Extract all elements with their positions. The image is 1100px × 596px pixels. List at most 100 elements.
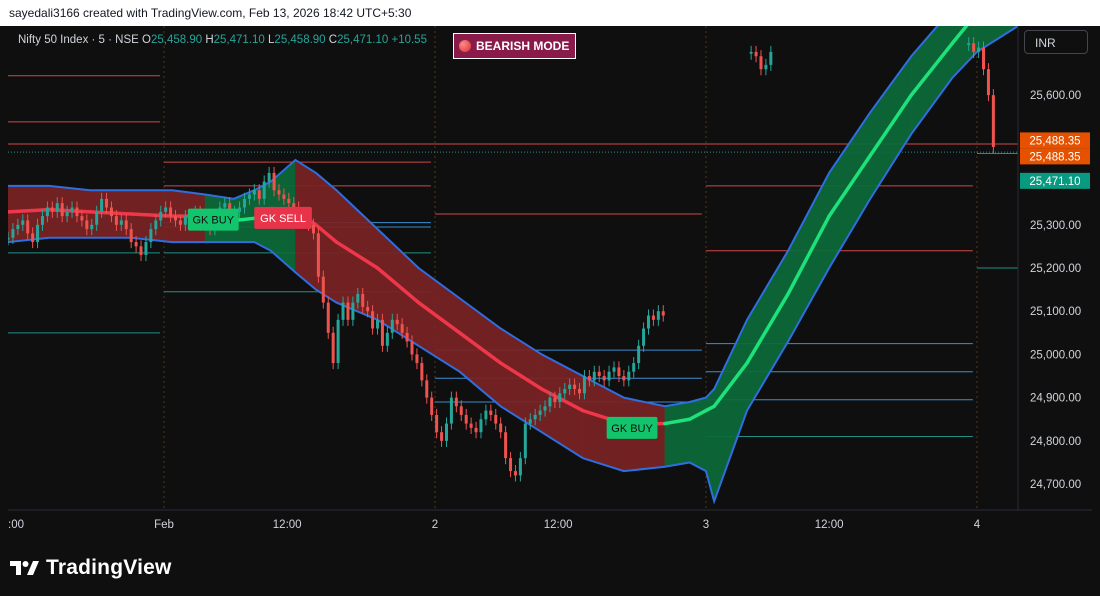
candle-body-13	[70, 207, 74, 212]
candle-body-110	[548, 397, 552, 407]
candle-body-133	[661, 311, 665, 316]
band-mid-segment-24	[786, 214, 831, 296]
candle-body-7	[40, 216, 44, 225]
candle-body-91	[454, 397, 458, 407]
candle-body-104	[518, 458, 522, 476]
candle-body-94	[469, 423, 473, 428]
band-mid-segment-20	[687, 408, 708, 421]
change-value: +10.55	[391, 34, 427, 46]
candle-body-57	[287, 198, 291, 204]
low-value: 25,458.90	[274, 34, 326, 46]
y-tick-label-6: 24,900.00	[1030, 393, 1081, 405]
bearish-mode-badge: BEARISH MODE	[453, 33, 577, 59]
candle-body-16	[85, 220, 89, 230]
candle-body-86	[430, 397, 434, 415]
candle-body-52	[262, 181, 266, 199]
signal-label-2: GK BUY	[606, 416, 658, 439]
open-label: O	[142, 34, 151, 46]
candle-body-75	[376, 319, 380, 329]
candle-body-126	[627, 371, 631, 381]
y-tick-label-4: 25,100.00	[1030, 306, 1081, 318]
band-mid-segment-26	[868, 93, 914, 158]
x-tick-label-0: :00	[8, 519, 24, 531]
candle-late-body-3	[982, 47, 986, 70]
candle-late-body-1	[972, 43, 976, 52]
candle-body-90	[449, 397, 453, 424]
candle-body-72	[361, 293, 365, 307]
candle-body-115	[573, 384, 577, 389]
mode-badge-label: BEARISH MODE	[476, 39, 570, 53]
candle-body-76	[380, 319, 384, 346]
band-mid-segment-1	[47, 207, 92, 214]
candle-body-47	[238, 207, 242, 212]
candle-late-body-2	[977, 47, 981, 52]
currency-button[interactable]: INR	[1024, 30, 1088, 54]
candle-body-116	[578, 389, 582, 394]
band-mid-segment-25	[827, 153, 872, 218]
candle-body-14	[75, 207, 79, 217]
x-tick-label-2: 12:00	[273, 519, 302, 531]
candle-body-12	[65, 211, 69, 217]
candle-body-85	[425, 380, 429, 398]
candle-body-67	[336, 319, 340, 364]
candle-body-98	[489, 410, 493, 415]
band-mid-segment-10	[314, 223, 339, 244]
band-mid-segment-22	[712, 361, 749, 409]
band-segment-19	[664, 401, 690, 468]
symbol-label[interactable]: Nifty 50 Index · 5 · NSE	[18, 34, 139, 46]
candle-body-130	[646, 315, 650, 329]
candle-body-15	[80, 216, 84, 221]
candle-body-113	[563, 389, 567, 394]
band-mid-segment-14	[457, 331, 503, 365]
candle-body-100	[499, 423, 503, 433]
candle-body-128	[637, 345, 641, 364]
x-tick-label-5: 3	[703, 519, 709, 531]
candle-gap-body-4	[769, 51, 773, 65]
band-mid-segment-0	[8, 207, 51, 214]
candle-body-132	[656, 311, 660, 320]
footer-bar	[0, 536, 1100, 596]
candle-body-1	[11, 229, 15, 238]
candle-body-96	[479, 419, 483, 433]
candle-body-123	[612, 367, 616, 372]
x-tick-label-6: 12:00	[815, 519, 844, 531]
candle-body-56	[282, 194, 286, 199]
candle-body-44	[223, 203, 227, 208]
close-value: 25,471.10	[337, 34, 389, 46]
candle-body-74	[371, 311, 375, 329]
candle-body-20	[105, 198, 109, 208]
candle-body-0	[8, 237, 10, 240]
candle-body-105	[523, 423, 527, 459]
band-mid-segment-12	[375, 266, 421, 305]
candle-body-53	[267, 172, 271, 182]
candle-body-87	[435, 414, 439, 433]
candle-body-88	[440, 432, 444, 441]
candle-body-3	[21, 220, 25, 225]
candle-body-27	[139, 246, 143, 256]
candle-body-8	[45, 207, 49, 217]
candle-body-114	[568, 384, 572, 389]
candle-body-17	[90, 224, 94, 230]
tradingview-logo[interactable]: TradingView	[10, 555, 172, 581]
band-upper-edge	[8, 26, 939, 408]
candle-body-55	[277, 190, 281, 195]
candle-body-71	[356, 293, 360, 303]
band-mid-segment-23	[745, 292, 790, 365]
y-tick-label-5: 25,000.00	[1030, 349, 1081, 361]
candle-body-31	[159, 211, 163, 221]
signal-box-1	[254, 206, 312, 229]
price-label-text-1: 25,488.35	[1029, 151, 1080, 163]
signal-text-0: GK BUY	[192, 215, 234, 227]
band-mid-segment-15	[498, 361, 544, 391]
candle-body-9	[50, 207, 54, 212]
y-tick-label-2: 25,300.00	[1030, 220, 1081, 232]
candle-body-78	[390, 319, 394, 333]
signal-text-2: GK BUY	[611, 423, 653, 435]
band-lower-edge	[8, 26, 1018, 505]
candle-body-89	[444, 423, 448, 441]
candle-body-18	[95, 211, 99, 225]
candle-body-62	[311, 224, 315, 234]
candle-body-77	[385, 332, 389, 346]
band-segment-20	[689, 397, 707, 472]
